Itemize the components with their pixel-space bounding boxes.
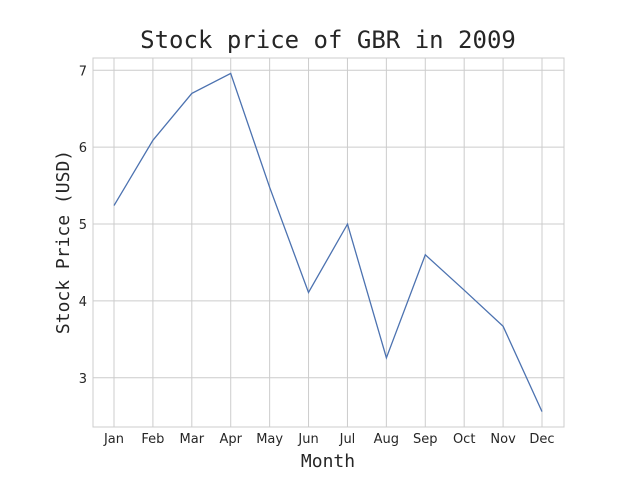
y-tick-label: 6 xyxy=(79,141,87,156)
x-tick-label: May xyxy=(256,432,283,447)
y-tick-label: 3 xyxy=(79,372,87,387)
x-tick-label: Oct xyxy=(453,432,475,447)
x-tick-label: Sep xyxy=(413,432,438,447)
x-tick-label: Mar xyxy=(180,432,205,447)
x-tick-label: Jul xyxy=(339,432,356,447)
x-tick-label: Jan xyxy=(103,432,124,447)
y-axis-label: Stock Price (USD) xyxy=(53,150,74,334)
series-layer xyxy=(113,72,543,412)
x-tick-label: Nov xyxy=(490,432,516,447)
series-line-0 xyxy=(113,72,543,412)
y-tick-label: 5 xyxy=(79,218,87,233)
y-tick-labels: 3 4 5 6 7 xyxy=(79,64,87,387)
x-tick-label: Apr xyxy=(219,432,242,447)
x-tick-label: Jun xyxy=(297,432,318,447)
y-tick-label: 4 xyxy=(79,295,87,310)
x-tick-label: Aug xyxy=(374,432,399,447)
chart-title: Stock price of GBR in 2009 xyxy=(140,26,516,54)
y-tick-label: 7 xyxy=(79,64,87,79)
grid-layer xyxy=(93,58,564,427)
x-axis-label: Month xyxy=(301,451,355,472)
x-tick-label: Dec xyxy=(529,432,554,447)
x-tick-labels: Jan Feb Mar Apr May Jun Jul Aug Sep Oct Nov Dec xyxy=(103,432,555,447)
plot-frame xyxy=(92,57,565,428)
x-tick-label: Feb xyxy=(141,432,164,447)
